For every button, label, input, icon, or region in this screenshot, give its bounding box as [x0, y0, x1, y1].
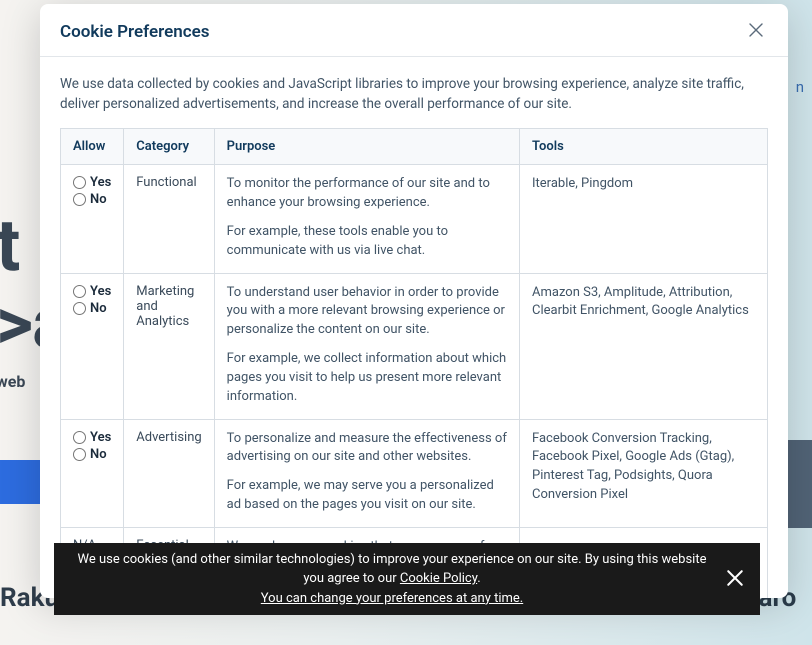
- bg-text: web: [0, 372, 25, 391]
- cookie-banner: We use cookies (and other similar techno…: [54, 543, 760, 615]
- allow-yes-option[interactable]: Yes: [73, 430, 111, 445]
- purpose-cell: To understand user behavior in order to …: [214, 273, 519, 419]
- purpose-cell: To monitor the performance of our site a…: [214, 165, 519, 273]
- tools-cell: Facebook Conversion Tracking, Facebook P…: [520, 419, 768, 527]
- change-preferences-link[interactable]: You can change your preferences at any t…: [261, 591, 523, 606]
- category-cell: Marketing and Analytics: [124, 273, 214, 419]
- allow-no-option[interactable]: No: [73, 301, 111, 316]
- tools-cell: Iterable, Pingdom: [520, 165, 768, 273]
- purpose-text: To monitor the performance of our site a…: [227, 175, 507, 213]
- close-icon[interactable]: [726, 569, 746, 589]
- modal-title: Cookie Preferences: [60, 22, 209, 42]
- table-row: Yes No Advertising To personalize and me…: [61, 419, 768, 527]
- allow-no-option[interactable]: No: [73, 192, 111, 207]
- cookie-policy-link[interactable]: Cookie Policy: [400, 571, 477, 586]
- allow-yes-radio[interactable]: [73, 176, 86, 189]
- allow-yes-option[interactable]: Yes: [73, 175, 111, 190]
- allow-cell: Yes No: [61, 273, 124, 419]
- allow-yes-radio[interactable]: [73, 285, 86, 298]
- table-row: Yes No Functional To monitor the perform…: [61, 165, 768, 273]
- banner-line1-post: .: [477, 571, 480, 586]
- banner-text: We use cookies (and other similar techno…: [72, 550, 712, 609]
- allow-cell: Yes No: [61, 419, 124, 527]
- allow-yes-label: Yes: [90, 175, 111, 190]
- allow-no-label: No: [90, 447, 107, 462]
- table-row: Yes No Marketing and Analytics To unders…: [61, 273, 768, 419]
- allow-yes-option[interactable]: Yes: [73, 284, 111, 299]
- allow-yes-label: Yes: [90, 430, 111, 445]
- cookie-preferences-modal: Cookie Preferences We use data collected…: [40, 4, 788, 598]
- bg-text: t: [0, 210, 20, 282]
- col-allow: Allow: [61, 129, 124, 165]
- allow-cell: Yes No: [61, 165, 124, 273]
- bg-button: [0, 460, 42, 504]
- category-cell: Functional: [124, 165, 214, 273]
- banner-line1-pre: We use cookies (and other similar techno…: [78, 552, 707, 587]
- col-purpose: Purpose: [214, 129, 519, 165]
- purpose-example: For example, we collect information abou…: [227, 350, 507, 407]
- allow-yes-radio[interactable]: [73, 431, 86, 444]
- close-icon[interactable]: [748, 22, 768, 42]
- allow-no-radio[interactable]: [73, 302, 86, 315]
- modal-intro-text: We use data collected by cookies and Jav…: [60, 75, 768, 114]
- allow-no-label: No: [90, 301, 107, 316]
- allow-yes-label: Yes: [90, 284, 111, 299]
- bg-text: n: [796, 78, 804, 96]
- purpose-text: To personalize and measure the effective…: [227, 430, 507, 468]
- purpose-example: For example, these tools enable you to c…: [227, 223, 507, 261]
- allow-no-option[interactable]: No: [73, 447, 111, 462]
- modal-body: We use data collected by cookies and Jav…: [40, 57, 788, 598]
- col-category: Category: [124, 129, 214, 165]
- allow-no-label: No: [90, 192, 107, 207]
- col-tools: Tools: [520, 129, 768, 165]
- allow-no-radio[interactable]: [73, 448, 86, 461]
- category-cell: Advertising: [124, 419, 214, 527]
- allow-no-radio[interactable]: [73, 193, 86, 206]
- purpose-cell: To personalize and measure the effective…: [214, 419, 519, 527]
- preferences-table: Allow Category Purpose Tools Yes: [60, 128, 768, 598]
- tools-cell: Amazon S3, Amplitude, Attribution, Clear…: [520, 273, 768, 419]
- purpose-example: For example, we may serve you a personal…: [227, 477, 507, 515]
- modal-header: Cookie Preferences: [40, 4, 788, 57]
- purpose-text: To understand user behavior in order to …: [227, 284, 507, 341]
